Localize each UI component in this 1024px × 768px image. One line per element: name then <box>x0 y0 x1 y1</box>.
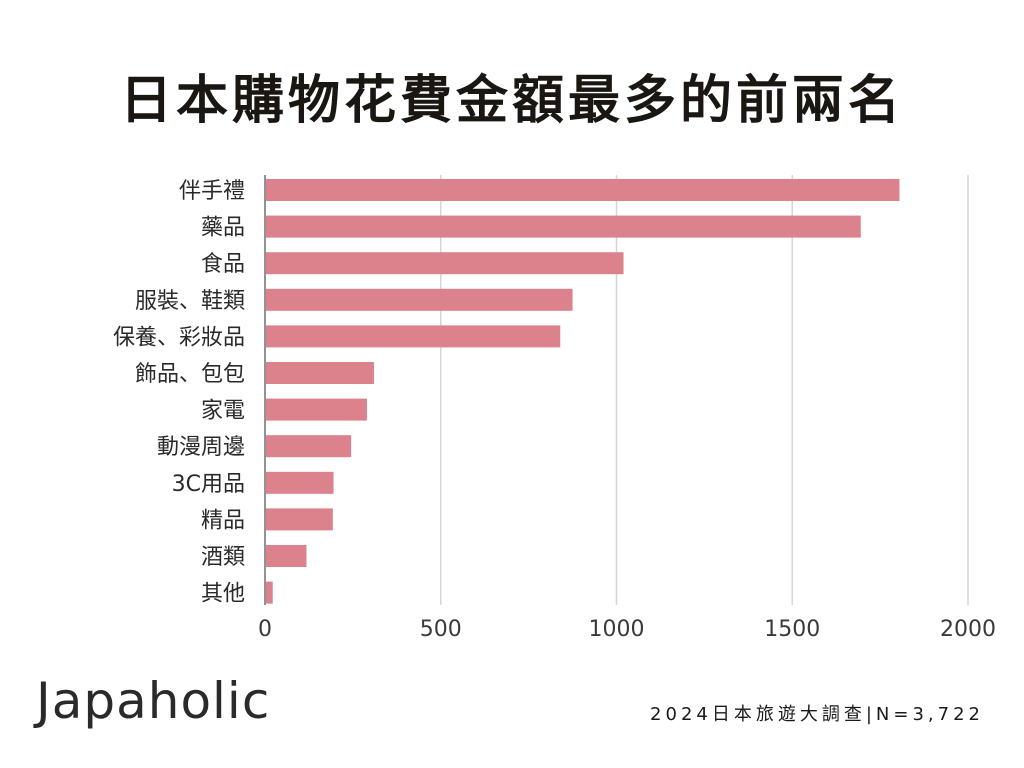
bar-8 <box>266 435 352 458</box>
bar-1 <box>266 179 900 201</box>
category-label-1: 伴手禮 <box>179 179 245 204</box>
bar-5 <box>266 325 561 348</box>
brand-logo-text: Japaholic <box>36 672 271 730</box>
category-label-5: 保養、彩妝品 <box>113 325 245 350</box>
x-tick-label-1000: 1000 <box>589 617 645 642</box>
x-tick-label-500: 500 <box>420 617 462 642</box>
bar-9 <box>266 471 334 494</box>
page-title: 日本購物花費金額最多的前兩名 <box>119 71 904 131</box>
category-label-3: 食品 <box>201 252 245 277</box>
category-label-11: 酒類 <box>201 545 245 570</box>
x-tick-label-0: 0 <box>258 617 272 642</box>
x-tick-label-1500: 1500 <box>764 617 820 642</box>
bar-3 <box>266 252 624 275</box>
survey-note: 2024日本旅遊大調查|N=3,722 <box>650 704 984 725</box>
bar-10 <box>266 508 333 531</box>
category-label-2: 藥品 <box>201 216 245 241</box>
bar-7 <box>266 398 367 421</box>
category-label-10: 精品 <box>201 508 245 533</box>
bar-11 <box>266 545 307 567</box>
category-label-12: 其他 <box>201 582 245 607</box>
bar-2 <box>266 215 861 238</box>
category-label-6: 飾品、包包 <box>135 362 245 387</box>
category-label-4: 服裝、鞋類 <box>135 289 245 314</box>
category-label-8: 動漫周邊 <box>157 435 245 460</box>
bar-6 <box>266 362 374 384</box>
category-label-9: 3C用品 <box>172 472 245 497</box>
category-label-7: 家電 <box>201 399 245 424</box>
bar-12 <box>266 581 273 604</box>
bar-4 <box>266 288 573 311</box>
x-tick-label-2000: 2000 <box>940 617 996 642</box>
